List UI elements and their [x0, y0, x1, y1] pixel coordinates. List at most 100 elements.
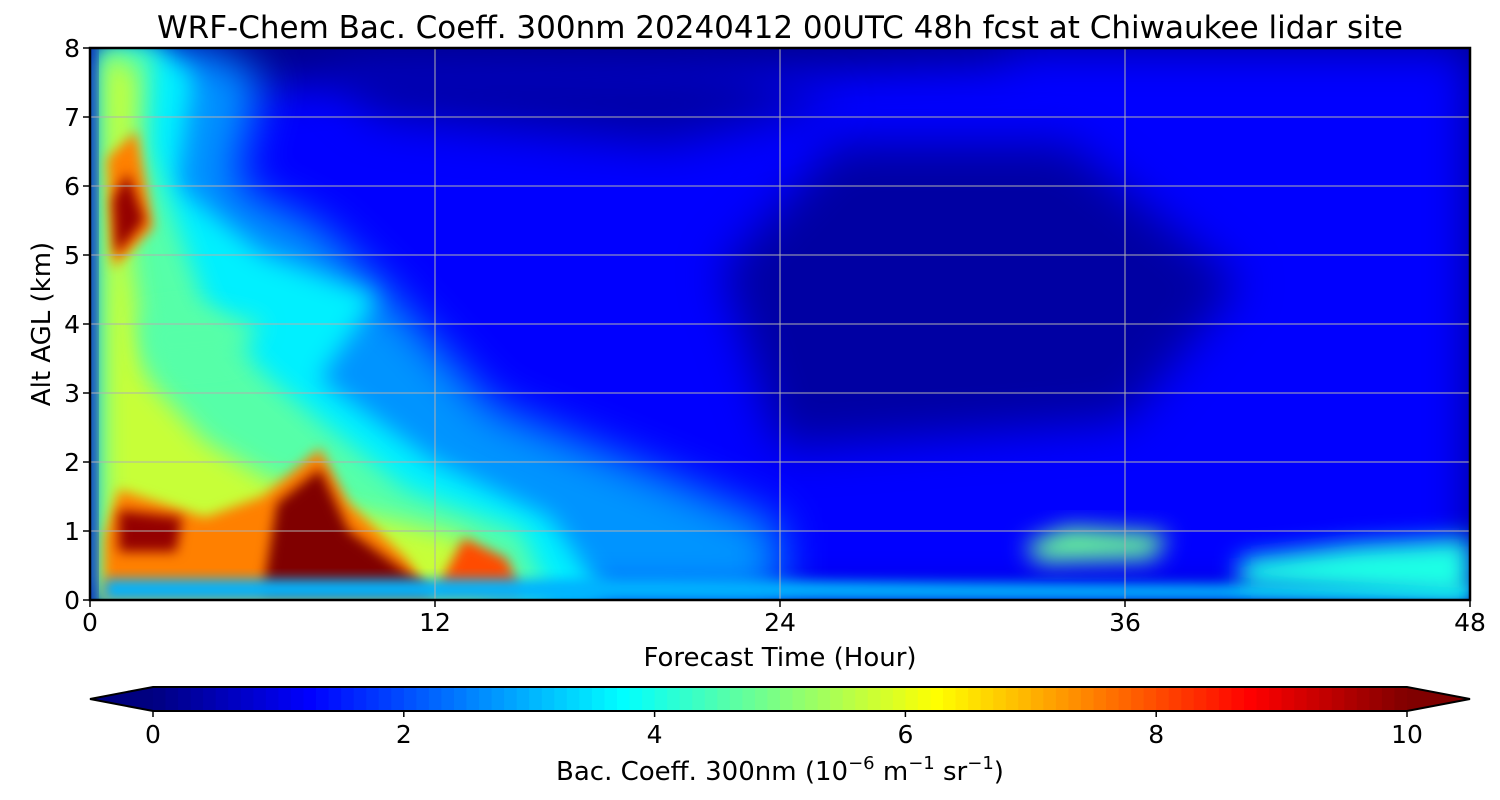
colorbar-cell [1043, 687, 1057, 711]
y-tick-label: 0 [64, 586, 80, 615]
colorbar-cell [1055, 687, 1070, 711]
y-axis: 0 1 2 3 4 5 6 7 8 [64, 34, 90, 615]
colorbar-cell [1294, 687, 1308, 711]
colorbar-cell [1206, 687, 1220, 711]
colorbar-cell [554, 687, 568, 711]
colorbar-cell [704, 687, 718, 711]
colorbar-cell [591, 687, 606, 711]
colorbar-cell [842, 687, 856, 711]
plot-area [88, 46, 1472, 602]
colorbar-cell [855, 687, 869, 711]
heatmap-region [1024, 527, 1169, 562]
colorbar-cell [729, 687, 743, 711]
colorbar-cell [328, 687, 342, 711]
x-tick-label: 36 [1109, 608, 1141, 637]
y-tick-label: 5 [64, 241, 80, 270]
colorbar-cell [1281, 687, 1295, 711]
colorbar-extend-high [1407, 687, 1470, 711]
x-tick-label: 0 [82, 608, 98, 637]
heatmap-region [320, 61, 838, 145]
colorbar-cell [604, 687, 618, 711]
colorbar-cell [1168, 687, 1182, 711]
colorbar-cell [792, 687, 806, 711]
colorbar-cell [780, 687, 794, 711]
colorbar-cell [1018, 687, 1032, 711]
colorbar-cell [153, 687, 167, 711]
colorbar-cell [1269, 687, 1283, 711]
colorbar-cell [341, 687, 355, 711]
y-tick-label: 6 [64, 172, 80, 201]
y-tick-label: 8 [64, 34, 80, 63]
colorbar-cell [579, 687, 593, 711]
colorbar-cell [378, 687, 392, 711]
colorbar-cell [968, 687, 982, 711]
colorbar: 0 2 4 6 8 10 Bac. Coeff. 300nm (10−6 m−1 sr−1… [89, 686, 1471, 787]
colorbar-cell [215, 687, 229, 711]
colorbar-cell [767, 687, 781, 711]
x-axis-label: Forecast Time (Hour) [643, 643, 916, 673]
colorbar-cell [441, 687, 455, 711]
colorbar-cell [453, 687, 468, 711]
colorbar-cell [466, 687, 480, 711]
colorbar-cell [316, 687, 330, 711]
colorbar-cell [529, 687, 543, 711]
colorbar-cell [190, 687, 204, 711]
colorbar-cell [905, 687, 919, 711]
colorbar-cell [642, 687, 656, 711]
colorbar-cell [917, 687, 932, 711]
colorbar-cell [366, 687, 380, 711]
colorbar-extend-low [90, 687, 153, 711]
colorbar-cell [817, 687, 831, 711]
y-tick-label: 3 [64, 379, 80, 408]
colorbar-cell [391, 687, 405, 711]
y-axis-label: Alt AGL (km) [27, 242, 57, 406]
x-axis: 0 12 24 36 48 [82, 600, 1486, 637]
heatmap-region [113, 172, 145, 255]
colorbar-cell [1118, 687, 1132, 711]
colorbar-cell [1131, 687, 1145, 711]
colorbar-cell [1143, 687, 1157, 711]
colorbar-cell [1381, 687, 1396, 711]
colorbar-cell [717, 687, 731, 711]
chart-title: WRF-Chem Bac. Coeff. 300nm 20240412 00UT… [157, 10, 1403, 46]
colorbar-cell [1331, 687, 1345, 711]
colorbar-cell [930, 687, 944, 711]
colorbar-cell [892, 687, 906, 711]
x-tick-label: 48 [1454, 608, 1486, 637]
colorbar-cell [1243, 687, 1258, 711]
colorbar-ticks: 0 2 4 6 8 10 [145, 711, 1423, 749]
colorbar-tick-label: 4 [647, 720, 663, 749]
colorbar-cell [1193, 687, 1207, 711]
colorbar-cell [1093, 687, 1107, 711]
colorbar-cell [1068, 687, 1082, 711]
colorbar-cell [692, 687, 706, 711]
colorbar-cell [629, 687, 643, 711]
y-tick-label: 4 [64, 310, 80, 339]
x-tick-label: 24 [764, 608, 796, 637]
colorbar-cell [993, 687, 1007, 711]
colorbar-cell [1218, 687, 1233, 711]
colorbar-cell [541, 687, 555, 711]
colorbar-cell [1181, 687, 1195, 711]
colorbar-cell [265, 687, 279, 711]
colorbar-cell [1344, 687, 1358, 711]
colorbar-cell [616, 687, 631, 711]
colorbar-cell [667, 687, 681, 711]
colorbar-cell [1256, 687, 1270, 711]
colorbar-cell [1030, 687, 1044, 711]
heatmap-region [1240, 537, 1470, 600]
colorbar-cell [428, 687, 443, 711]
heatmap-region [104, 579, 1470, 600]
colorbar-cell [880, 687, 894, 711]
colorbar-cell [290, 687, 305, 711]
colorbar-tick-label: 10 [1391, 720, 1423, 749]
colorbar-tick-label: 8 [1148, 720, 1164, 749]
colorbar-cell [805, 687, 819, 711]
colorbar-cell [1005, 687, 1019, 711]
colorbar-label: Bac. Coeff. 300nm (10−6 m−1 sr−1) [556, 753, 1004, 787]
colorbar-cell [228, 687, 242, 711]
colorbar-cell [943, 687, 957, 711]
colorbar-cell [1106, 687, 1120, 711]
colorbar-cell [203, 687, 217, 711]
